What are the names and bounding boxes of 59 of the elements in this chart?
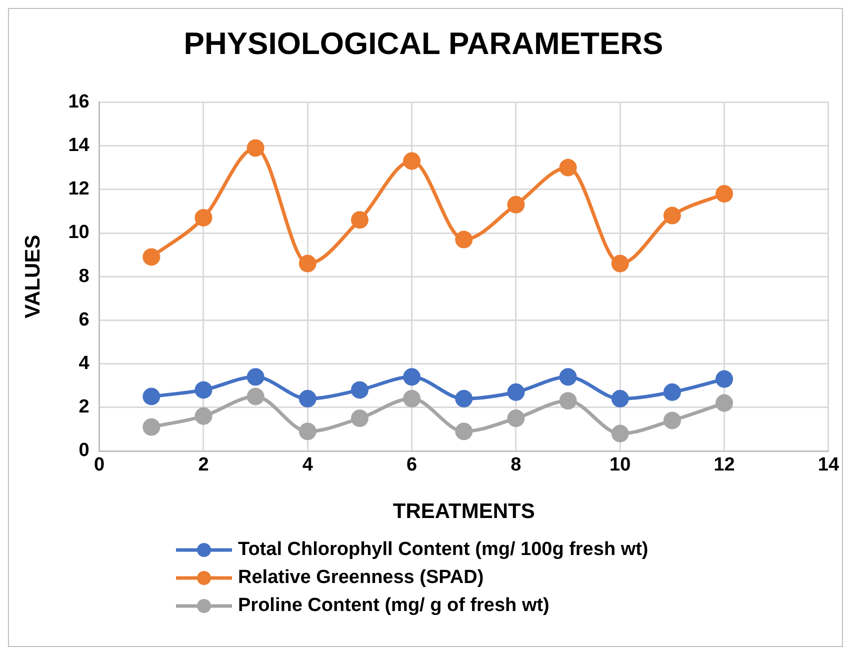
point bbox=[142, 388, 160, 406]
point bbox=[298, 390, 316, 408]
point bbox=[611, 424, 629, 442]
point bbox=[194, 208, 212, 226]
point bbox=[350, 410, 368, 428]
point bbox=[246, 388, 264, 406]
point bbox=[455, 422, 473, 440]
point bbox=[350, 211, 368, 229]
y-axis-title: VALUES bbox=[21, 234, 44, 318]
point bbox=[663, 383, 681, 401]
y-tick-label: 12 bbox=[68, 178, 90, 200]
x-tick-label: 12 bbox=[714, 454, 735, 476]
point bbox=[507, 196, 525, 214]
point bbox=[455, 390, 473, 408]
point bbox=[716, 185, 734, 203]
point bbox=[507, 410, 525, 428]
x-tick-label: 8 bbox=[510, 454, 522, 476]
x-axis-title: TREATMENTS bbox=[392, 500, 535, 524]
y-tick-label: 8 bbox=[78, 266, 90, 287]
y-tick-label: 14 bbox=[68, 135, 90, 156]
point bbox=[403, 152, 421, 170]
point bbox=[716, 394, 734, 412]
point bbox=[559, 158, 577, 176]
point bbox=[403, 390, 421, 408]
point bbox=[298, 254, 316, 272]
y-tick-label: 6 bbox=[78, 309, 90, 330]
y-tick-label: 10 bbox=[68, 222, 90, 244]
point bbox=[559, 368, 577, 386]
y-tick-label: 16 bbox=[68, 91, 90, 112]
y-tick-label: 4 bbox=[78, 353, 90, 374]
point bbox=[663, 206, 681, 224]
chart-title: PHYSIOLOGICAL PARAMETERS bbox=[184, 26, 664, 62]
legend-label: Relative Greenness (SPAD) bbox=[238, 567, 484, 589]
point bbox=[246, 368, 264, 386]
x-tick-label: 0 bbox=[94, 454, 105, 476]
point bbox=[403, 368, 421, 386]
point bbox=[559, 392, 577, 410]
point bbox=[298, 422, 316, 440]
x-tick-label: 10 bbox=[610, 454, 631, 476]
point bbox=[611, 254, 629, 272]
point bbox=[194, 407, 212, 425]
point bbox=[507, 383, 525, 401]
legend-label: Total Chlorophyll Content (mg/ 100g fresh wt) bbox=[238, 539, 648, 561]
x-tick-label: 4 bbox=[302, 454, 314, 476]
y-tick-label: 0 bbox=[78, 440, 90, 462]
point bbox=[611, 390, 629, 408]
point bbox=[142, 248, 160, 266]
point bbox=[142, 418, 160, 436]
legend-label: Proline Content (mg/ g of fresh wt) bbox=[238, 595, 550, 617]
point bbox=[350, 381, 368, 399]
point bbox=[455, 230, 473, 248]
x-tick-label: 6 bbox=[406, 454, 418, 476]
y-tick-label: 2 bbox=[78, 396, 90, 418]
x-tick-label: 2 bbox=[198, 454, 209, 476]
point bbox=[716, 370, 734, 388]
point bbox=[246, 139, 264, 157]
point bbox=[663, 412, 681, 430]
x-tick-label: 14 bbox=[818, 454, 840, 476]
point bbox=[194, 381, 212, 399]
